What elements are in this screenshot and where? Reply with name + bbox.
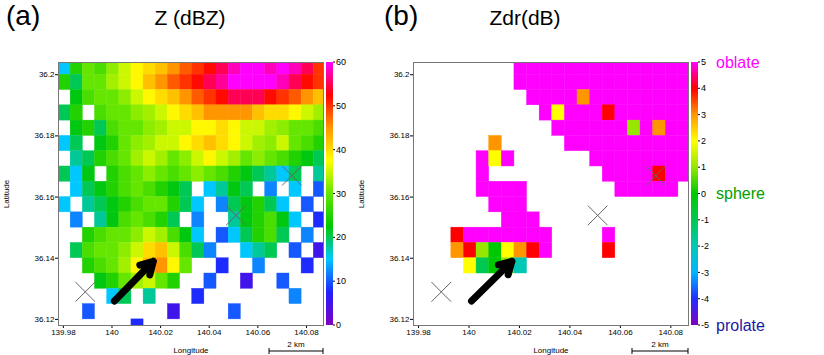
svg-text:Longitude: Longitude [533, 346, 569, 355]
svg-text:Longitude: Longitude [173, 346, 209, 355]
svg-text:140.02: 140.02 [507, 328, 532, 337]
svg-text:36.12: 36.12 [34, 315, 55, 324]
svg-text:2 km: 2 km [287, 340, 305, 349]
svg-text:36.14: 36.14 [389, 254, 410, 263]
svg-text:140: 140 [462, 328, 476, 337]
svg-text:2: 2 [701, 136, 706, 146]
svg-text:36.18: 36.18 [34, 131, 55, 140]
svg-text:140.08: 140.08 [659, 328, 684, 337]
svg-text:20: 20 [336, 232, 346, 242]
svg-text:36.2: 36.2 [394, 70, 410, 79]
svg-text:0: 0 [701, 189, 706, 199]
svg-text:-1: -1 [701, 215, 709, 225]
html-text:Z (dBZ): Z (dBZ) [154, 6, 226, 29]
svg-text:36.18: 36.18 [389, 131, 410, 140]
svg-text:140.06: 140.06 [246, 328, 271, 337]
html-text:(a): (a) [6, 0, 41, 31]
html-text:(b): (b) [384, 0, 419, 31]
svg-text:139.98: 139.98 [51, 328, 76, 337]
svg-text:oblate: oblate [716, 54, 760, 71]
svg-text:140.04: 140.04 [197, 328, 222, 337]
svg-text:Latitude: Latitude [357, 179, 366, 208]
svg-text:-4: -4 [701, 294, 709, 304]
svg-text:-5: -5 [701, 320, 709, 330]
svg-text:36.12: 36.12 [389, 315, 410, 324]
svg-text:139.98: 139.98 [406, 328, 431, 337]
svg-text:sphere: sphere [716, 185, 765, 202]
html-text:Zdr(dB): Zdr(dB) [489, 6, 561, 29]
svg-text:3: 3 [701, 110, 706, 120]
svg-text:4: 4 [701, 83, 706, 93]
svg-text:140: 140 [105, 328, 119, 337]
svg-text:Latitude: Latitude [2, 179, 11, 208]
svg-text:10: 10 [336, 276, 346, 286]
svg-text:140.08: 140.08 [294, 328, 319, 337]
svg-text:30: 30 [336, 189, 346, 199]
svg-text:1: 1 [701, 162, 706, 172]
svg-text:36.16: 36.16 [34, 193, 55, 202]
svg-text:-2: -2 [701, 241, 709, 251]
svg-text:140.04: 140.04 [558, 328, 583, 337]
svg-text:5: 5 [701, 57, 706, 67]
svg-text:60: 60 [336, 57, 346, 67]
svg-text:140.06: 140.06 [608, 328, 633, 337]
svg-text:50: 50 [336, 101, 346, 111]
svg-text:-3: -3 [701, 268, 709, 278]
svg-text:2 km: 2 km [651, 340, 669, 349]
svg-text:140.02: 140.02 [148, 328, 173, 337]
svg-text:prolate: prolate [716, 317, 765, 334]
svg-text:36.16: 36.16 [389, 193, 410, 202]
svg-text:40: 40 [336, 145, 346, 155]
svg-text:36.2: 36.2 [39, 70, 55, 79]
svg-text:36.14: 36.14 [34, 254, 55, 263]
svg-text:0: 0 [336, 320, 341, 330]
